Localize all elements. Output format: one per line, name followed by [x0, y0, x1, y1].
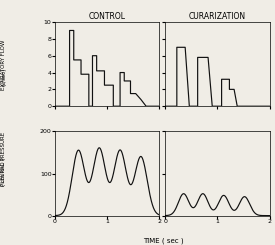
Title: CURARIZATION: CURARIZATION [189, 12, 246, 21]
Text: (L/sec): (L/sec) [1, 68, 6, 86]
Text: EXPIRATORY FLOW: EXPIRATORY FLOW [1, 40, 6, 90]
Text: PLEURAL PRESSURE: PLEURAL PRESSURE [1, 132, 6, 186]
Text: ( cm H₂O ): ( cm H₂O ) [1, 157, 6, 186]
Title: CONTROL: CONTROL [89, 12, 126, 21]
Text: TIME ( sec ): TIME ( sec ) [143, 237, 184, 244]
